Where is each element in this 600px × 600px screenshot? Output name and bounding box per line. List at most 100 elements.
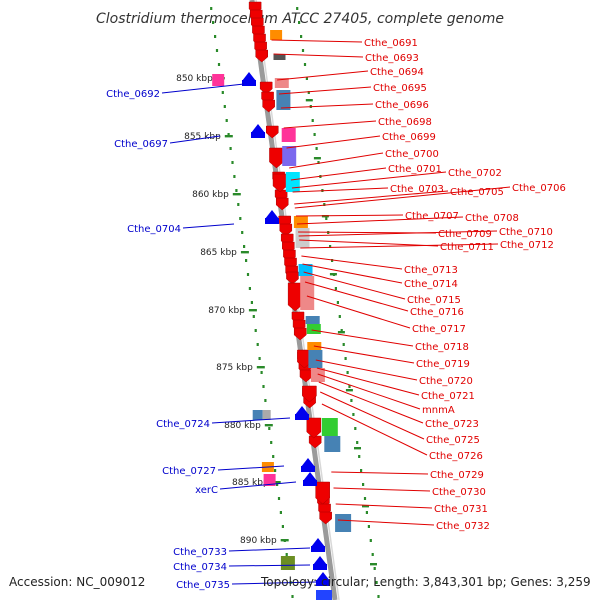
label-leader-line [337,519,435,526]
label-leader-line [316,367,420,396]
gene-label: Cthe_0712 [500,240,554,251]
track-dot [365,511,368,514]
label-leader-line [331,471,429,475]
gene-label: Cthe_0717 [412,324,466,335]
label-leader-line [304,281,409,312]
label-leader-line [292,187,389,193]
reverse-gene-arrow [265,210,279,219]
gene-label: Cthe_0727 [162,466,216,477]
gene-block [274,78,289,88]
gene-label: Cthe_0713 [404,265,458,276]
gene-label: Cthe_0721 [421,391,475,402]
label-leader-line [303,271,406,300]
label-leader-line [280,103,374,109]
gene-block [270,30,283,40]
track-dot [277,497,281,500]
reverse-gene-arrow [301,458,315,467]
label-leader-line [299,239,439,247]
gene-labels: Cthe_0691 Cthe_0693 Cthe_0694 Cthe_0695 Cthe… [106,38,566,591]
scale-ticks: 850 kbp 855 kbp 860 kbp 865 kbp 870 kbp 875 k… [176,74,377,566]
scale-tick [272,481,281,484]
track-dot [315,147,318,150]
scale-tick [305,99,313,102]
reverse-gene-arrow [242,72,256,81]
track-dot [296,7,299,10]
gene-block [252,410,263,420]
track-dot [248,287,251,290]
track-dot [336,301,339,304]
track-dot [334,287,337,290]
gene-label: Cthe_0719 [416,359,470,370]
reverse-gene-arrow [316,580,330,586]
track-dot [243,245,246,248]
track-dot [338,315,341,318]
gene-block [335,514,352,532]
gene-block [262,410,271,420]
track-dot [303,63,307,66]
reverse-gene-arrow [311,538,325,547]
forward-gene-arrow [299,369,313,383]
reverse-gene-arrow [303,480,317,486]
forward-gene-arrow [286,271,299,285]
reverse-gene-arrow [316,590,332,600]
track-dot [231,161,234,164]
scale-label: 880 kbp [224,421,261,431]
scale-tick [264,424,273,427]
gene-label: Cthe_0699 [382,132,436,143]
track-dot [221,91,224,94]
label-leader-line [311,329,414,347]
gene-block [310,368,325,382]
reverse-gene-arrow [313,556,327,565]
track-dot [344,357,347,360]
reverse-gene-arrow [313,564,327,570]
gene-label: mnmA [422,405,455,416]
gene-label: Cthe_0706 [512,183,566,194]
track-dot [358,455,361,458]
label-leader-line [277,70,369,81]
track-dot [305,77,308,80]
track-dot [223,105,226,108]
label-leader-line [211,417,291,424]
gene-block [263,474,276,486]
gene-block [282,146,297,166]
gene-label: Cthe_0707 [405,211,459,222]
scale-tick [329,273,337,276]
label-leader-line [228,547,311,552]
track-dot [356,441,359,444]
label-leader-line [161,83,245,94]
gene-features [212,1,352,600]
gene-label: Cthe_0691 [364,38,418,49]
gene-label: Cthe_0704 [127,224,181,235]
gene-label: Cthe_0729 [430,470,484,481]
gene-block [295,228,310,248]
track-dot [375,581,378,584]
reverse-gene-arrow [251,124,265,133]
track-dot [252,315,255,318]
track-dot [340,329,343,332]
reverse-gene-arrow [303,472,317,481]
reverse-gene-arrow [316,572,330,581]
track-dot [369,539,372,542]
label-leader-line [315,359,418,381]
scale-tick [248,309,257,312]
track-dot [279,511,282,514]
map-title: Clostridium thermocellum ATCC 27405, com… [96,11,504,27]
forward-gene-arrow [262,99,275,113]
gene-label: Cthe_0705 [450,187,504,198]
scale-tick [362,505,369,508]
reverse-gene-arrow [265,218,279,224]
gene-label: Cthe_0709 [438,229,492,240]
label-leader-line [278,86,372,95]
label-leader-line [321,403,428,456]
scale-label: 890 kbp [240,536,277,546]
scale-tick [280,539,289,542]
gene-label: Cthe_0718 [415,342,469,353]
gene-label: Cthe_0703 [390,184,444,195]
track-dot [227,133,230,136]
accession-text: Accession: NC_009012 [9,575,145,589]
gene-label: Cthe_0716 [410,307,464,318]
track-dot [212,21,215,24]
label-leader-line [295,214,404,217]
scale-label: 870 kbp [208,306,245,316]
track-dot [329,245,332,248]
